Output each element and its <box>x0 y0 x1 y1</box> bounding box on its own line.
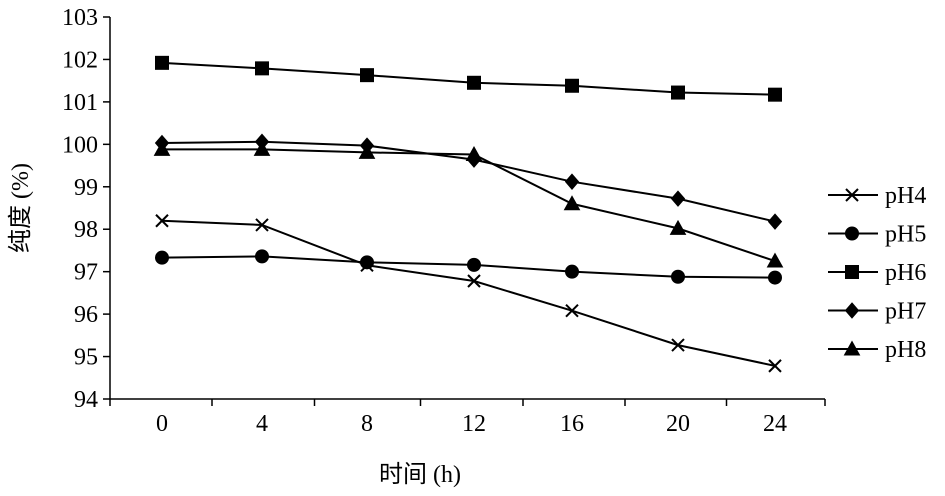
data-point-ph6 <box>565 78 579 93</box>
y-axis-title: 纯度 (%) <box>7 163 34 253</box>
data-point-ph5 <box>360 255 374 270</box>
legend-label-ph4: pH4 <box>885 183 926 209</box>
data-point-ph8 <box>465 145 483 162</box>
data-point-ph5 <box>255 249 269 264</box>
marker-stroke <box>671 338 685 352</box>
y-tick-label: 96 <box>74 302 98 328</box>
y-tick-label: 95 <box>74 345 98 371</box>
data-point-ph8 <box>563 195 581 211</box>
data-point-ph8 <box>766 252 784 268</box>
x-tick-label: 8 <box>361 411 373 437</box>
legend-marker-ph8 <box>843 340 861 356</box>
axes <box>109 17 825 400</box>
series-line-ph4 <box>161 219 776 367</box>
data-point-ph4 <box>565 304 579 318</box>
data-point-ph7 <box>564 173 580 190</box>
series-ph5 <box>155 249 782 285</box>
series-ph4 <box>155 214 782 373</box>
legend-label-ph5: pH5 <box>885 222 926 248</box>
legend-marker-ph5 <box>845 226 859 241</box>
y-tick-label: 100 <box>62 132 98 158</box>
data-point-ph5 <box>155 250 169 265</box>
marker-stroke <box>155 214 169 228</box>
data-point-ph6 <box>360 68 374 83</box>
y-tick-label: 94 <box>74 387 98 413</box>
legend-label-ph6: pH6 <box>885 260 926 286</box>
y-tick-label: 97 <box>74 260 98 286</box>
y-tick-label: 98 <box>74 217 98 243</box>
marker-stroke <box>768 359 782 373</box>
data-point-ph6 <box>255 61 269 76</box>
data-point-ph7 <box>767 213 783 230</box>
data-point-ph5 <box>467 257 481 272</box>
data-point-ph6 <box>467 75 481 90</box>
data-point-ph8 <box>153 140 171 156</box>
x-tick-label: 4 <box>256 411 268 437</box>
legend-item-ph4: pH4 <box>828 183 926 209</box>
marker-stroke <box>845 188 859 202</box>
x-axis-title: 时间 (h) <box>379 461 461 488</box>
marker-stroke <box>467 274 481 288</box>
legend-label-ph8: pH8 <box>885 337 926 363</box>
series-ph8 <box>153 140 784 268</box>
series-group <box>153 55 784 373</box>
legend-item-ph8: pH8 <box>828 337 926 363</box>
legend-marker-ph4 <box>845 188 859 202</box>
legend-item-ph5: pH5 <box>828 222 926 248</box>
y-tick-label: 103 <box>62 5 98 31</box>
y-tick-label: 101 <box>62 90 98 116</box>
legend-item-ph6: pH6 <box>828 260 926 286</box>
data-point-ph4 <box>768 359 782 373</box>
data-point-ph8 <box>669 219 687 235</box>
legend-item-ph7: pH7 <box>828 299 926 325</box>
x-tick-label: 0 <box>156 411 168 437</box>
series-ph6 <box>155 55 782 102</box>
x-tick-label: 24 <box>763 411 787 437</box>
x-tick-label: 20 <box>666 411 690 437</box>
data-point-ph6 <box>155 55 169 70</box>
legend-label-ph7: pH7 <box>885 299 926 325</box>
data-point-ph4 <box>671 338 685 352</box>
legend-marker-ph6 <box>845 265 859 279</box>
marker-stroke <box>565 304 579 318</box>
x-axis-ticks: 0 4 8 12 16 20 24 <box>109 399 826 437</box>
x-tick-label: 12 <box>462 411 486 437</box>
data-point-ph5 <box>565 264 579 279</box>
data-point-ph6 <box>768 87 782 102</box>
y-tick-label: 99 <box>74 175 98 201</box>
data-point-ph4 <box>255 218 269 232</box>
data-point-ph8 <box>358 143 376 159</box>
data-point-ph5 <box>768 270 782 285</box>
x-tick-label: 16 <box>560 411 584 437</box>
y-tick-label: 102 <box>62 47 98 73</box>
data-point-ph4 <box>155 214 169 228</box>
marker-stroke <box>255 218 269 232</box>
data-point-ph8 <box>253 140 271 156</box>
data-point-ph6 <box>671 85 685 100</box>
data-point-ph5 <box>671 269 685 284</box>
series-line-ph8 <box>162 148 776 263</box>
data-point-ph7 <box>670 190 686 207</box>
legend: pH4 pH5 pH6 pH7 pH8 <box>828 183 926 363</box>
legend-marker-ph7 <box>844 302 860 319</box>
y-axis-ticks: 94 95 96 97 98 99 100 101 102 103 <box>62 5 110 413</box>
data-point-ph4 <box>467 274 481 288</box>
